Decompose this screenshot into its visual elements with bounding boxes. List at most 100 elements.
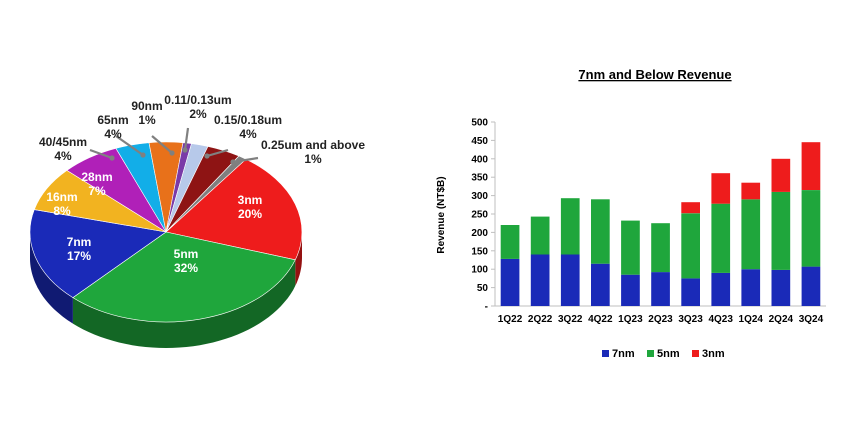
legend-label-5nm: 5nm	[657, 348, 680, 360]
bar-5nm-3q24	[801, 190, 821, 267]
chart-title: 7nm and Below Revenue	[578, 67, 731, 82]
pie-leader-90nm	[151, 135, 173, 154]
legend-swatch-3nm	[692, 350, 699, 357]
x-tick-label: 3Q23	[678, 314, 703, 325]
bar-5nm-4q22	[591, 199, 610, 264]
x-tick-label: 1Q23	[618, 314, 643, 325]
pie-side-7nm	[30, 231, 73, 324]
bar-3nm-3q23	[681, 202, 700, 214]
pie-leader-dot-65nm	[140, 152, 146, 158]
x-tick-label: 4Q22	[588, 314, 613, 325]
pie-label-7nm: 7nm	[67, 235, 92, 249]
x-tick-label: 2Q22	[528, 314, 553, 325]
y-tick-label: 200	[471, 228, 488, 239]
bar-5nm-1q24	[741, 199, 761, 270]
pie-pct-65nm: 4%	[104, 127, 122, 141]
pie-pct-0-25um-and-above: 1%	[304, 152, 322, 166]
legend: 7nm 5nm 3nm	[602, 348, 725, 360]
pie-leader-0-15-0-18um	[206, 148, 229, 158]
bar-3nm-2q24	[771, 158, 791, 192]
pie-chart: 3nm20%5nm32%7nm17%16nm8%28nm7%40/45nm4%6…	[29, 93, 365, 348]
bar-3nm-3q24	[801, 142, 821, 190]
x-axis: 1Q22 2Q22 3Q22 4Q22 1Q23 2Q23 3Q23 4Q23 1Q24 2Q24…	[498, 314, 824, 325]
bar-7nm-2q24	[771, 269, 791, 306]
pie-labels: 3nm20%5nm32%7nm17%16nm8%28nm7%40/45nm4%6…	[39, 93, 365, 275]
pie-label-0-11-0-13um: 0.11/0.13um	[164, 93, 231, 107]
x-tick-label: 3Q22	[558, 314, 583, 325]
pie-leader-dot-0-15-0-18um	[204, 153, 210, 159]
y-tick-label: 300	[471, 191, 488, 202]
legend-label-3nm: 3nm	[702, 348, 725, 360]
pie-pct-5nm: 32%	[174, 261, 198, 275]
x-tick-label: 1Q24	[739, 314, 764, 325]
bar-7nm-2q22	[530, 254, 550, 306]
pie-leader-dot-40-45nm	[109, 155, 115, 161]
pie-label-16nm: 16nm	[46, 190, 77, 204]
bar-3nm-4q23	[711, 173, 731, 204]
pie-leader-dot-90nm	[169, 150, 175, 156]
x-tick-label: 2Q24	[769, 314, 794, 325]
pie-pct-3nm: 20%	[238, 207, 262, 221]
bar-7nm-4q22	[591, 263, 610, 306]
bar-7nm-1q24	[741, 269, 761, 306]
pie-leader-65nm	[115, 135, 144, 156]
pie-label-3nm: 3nm	[238, 193, 263, 207]
bar-7nm-2q23	[651, 272, 670, 306]
pie-pct-7nm: 17%	[67, 249, 91, 263]
bar-5nm-2q24	[771, 191, 791, 270]
y-tick-label: 500	[471, 118, 488, 129]
x-tick-label: 3Q24	[799, 314, 824, 325]
legend-swatch-5nm	[647, 350, 654, 357]
pie-label-65nm: 65nm	[97, 113, 128, 127]
x-tick-label: 2Q23	[648, 314, 673, 325]
bar-7nm-1q22	[500, 258, 520, 306]
legend-label-7nm: 7nm	[612, 348, 635, 360]
y-axis-label: Revenue (NT$B)	[436, 176, 447, 253]
pie-pct-0-11-0-13um: 2%	[189, 107, 207, 121]
y-tick-label: 400	[471, 154, 488, 165]
y-tick-label: 150	[471, 246, 488, 257]
y-tick-label: 450	[471, 136, 488, 147]
pie-label-90nm: 90nm	[131, 99, 162, 113]
bar-7nm-3q22	[560, 254, 580, 306]
y-tick-label: -	[485, 302, 488, 313]
y-tick-label: 100	[471, 265, 488, 276]
pie-slice-3nm	[165, 158, 303, 261]
pie-label-40-45nm: 40/45nm	[39, 135, 87, 149]
bar-5nm-2q23	[651, 223, 670, 273]
bar-5nm-1q23	[621, 220, 640, 275]
pie-leader-0-11-0-13um	[183, 127, 190, 151]
pie-slice-7nm	[29, 209, 167, 298]
pie-pct-0-15-0-18um: 4%	[239, 127, 257, 141]
bar-7nm-3q24	[801, 266, 821, 306]
x-tick-label: 4Q23	[708, 314, 733, 325]
pie-pct-16nm: 8%	[53, 204, 71, 218]
pie-leader-dot-0-11-0-13um	[182, 147, 188, 153]
pie-slice-5nm	[72, 231, 296, 323]
bar-5nm-1q22	[500, 225, 520, 259]
pie-leader-dot-0-25um-and-above	[230, 159, 236, 165]
pie-slices	[29, 141, 303, 323]
pie-pct-90nm: 1%	[138, 113, 156, 127]
pie-pct-40-45nm: 4%	[54, 149, 72, 163]
bar-5nm-2q22	[530, 216, 550, 255]
bar-5nm-3q22	[560, 198, 580, 255]
bar-series	[500, 142, 821, 306]
y-tick-label: 350	[471, 173, 488, 184]
pie-pct-28nm: 7%	[88, 184, 106, 198]
bar-7nm-3q23	[681, 278, 700, 306]
bar-5nm-4q23	[711, 203, 731, 273]
pie-leader-0-25um-and-above	[232, 156, 259, 164]
bar-7nm-1q23	[621, 274, 640, 306]
pie-label-0-25um-and-above: 0.25um and above	[261, 138, 365, 152]
pie-label-28nm: 28nm	[81, 170, 112, 184]
pie-label-0-15-0-18um: 0.15/0.18um	[214, 113, 282, 127]
pie-side-5nm	[72, 259, 296, 348]
pie-3d-depth	[30, 231, 302, 348]
pie-side-3nm	[295, 232, 302, 286]
bar-3nm-1q24	[741, 182, 761, 200]
pie-label-5nm: 5nm	[174, 247, 199, 261]
bar-7nm-4q23	[711, 272, 731, 306]
y-tick-label: 50	[477, 283, 489, 294]
